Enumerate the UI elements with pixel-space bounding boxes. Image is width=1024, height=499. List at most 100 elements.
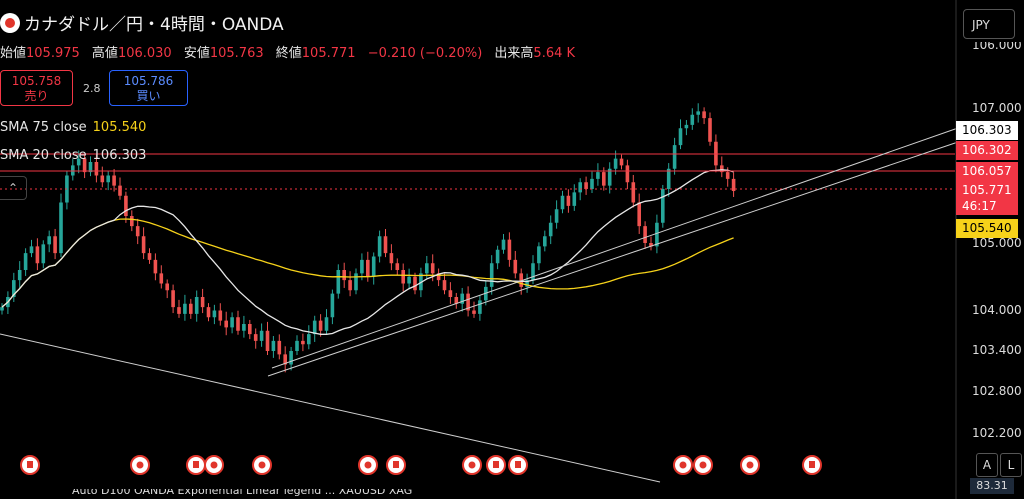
candle-body — [318, 320, 323, 331]
candle-body — [194, 297, 199, 314]
candle-body — [596, 172, 600, 179]
candle-body — [230, 317, 234, 328]
currency-selector[interactable]: JPY — [963, 9, 1015, 39]
trend-line-descending — [0, 333, 661, 483]
spread-value: 2.8 — [83, 82, 101, 95]
level-price-tag-2: 106.057 — [956, 162, 1018, 181]
sma20-value: 106.303 — [92, 148, 147, 163]
ohlc-legend: 始値105.975 高値106.030 安値105.763 終値105.771 … — [0, 42, 583, 61]
last-price-tag: 105.771 46:17 — [956, 181, 1018, 215]
candles — [0, 103, 736, 373]
candle-body — [59, 202, 63, 254]
flag-mark — [679, 461, 687, 469]
candle-body — [71, 165, 75, 176]
candle-body — [324, 317, 329, 331]
candle-body — [253, 334, 258, 341]
sma20-legend[interactable]: SMA 20 close 106.303 — [0, 148, 146, 163]
candle-body — [625, 165, 630, 183]
candle-body — [301, 340, 305, 345]
candle-body — [430, 263, 435, 274]
symbol-title[interactable]: カナダドル／円・4時間・OANDA — [24, 15, 284, 35]
flag-mark — [210, 461, 218, 469]
flag-mark — [258, 461, 266, 469]
sma75-line — [1, 218, 734, 308]
flag-mark — [746, 461, 754, 469]
sell-price: 105.758 — [11, 74, 62, 88]
candle-body — [720, 165, 724, 173]
axis-tick: 103.400 — [972, 343, 1022, 357]
candle-body — [366, 259, 370, 277]
candle-body — [147, 253, 152, 260]
flag-mark — [136, 461, 144, 469]
candle-body — [472, 310, 476, 314]
candle-body — [0, 307, 4, 311]
candle-body — [401, 270, 405, 284]
axis-tick: 107.000 — [972, 101, 1022, 115]
axis-tick: 105.000 — [972, 236, 1022, 250]
candle-body — [41, 244, 46, 264]
candle-body — [259, 330, 264, 341]
candle-body — [578, 182, 582, 193]
candle-body — [377, 236, 382, 257]
candle-body — [666, 168, 671, 189]
candle-body — [413, 276, 417, 291]
candle-body — [702, 111, 706, 119]
candle-body — [584, 182, 588, 189]
candle-body — [348, 280, 352, 291]
candle-body — [23, 253, 28, 270]
sell-button[interactable]: 105.758 売り — [0, 70, 73, 106]
axis-tick: 102.200 — [972, 426, 1022, 440]
flag-mark — [699, 461, 707, 469]
candle-body — [94, 162, 99, 176]
economic-events — [20, 455, 822, 475]
candle-body — [460, 293, 464, 304]
collapse-legend-button[interactable]: ⌃ — [0, 176, 27, 200]
candle-body — [631, 182, 636, 203]
sma75-value: 105.540 — [92, 120, 147, 135]
candle-body — [248, 324, 252, 335]
bottom-toolbar: Auto D100 OANDA Exponential Linear legen… — [0, 489, 1024, 499]
sma75-legend[interactable]: SMA 75 close 105.540 — [0, 120, 146, 135]
candle-body — [383, 236, 388, 254]
trend-line-upper — [271, 127, 959, 369]
high-value: 106.030 — [117, 46, 172, 61]
axis-label-top: 106.000 — [972, 38, 1022, 52]
candle-body — [495, 249, 500, 264]
candle-body — [637, 202, 641, 227]
candle-body — [177, 307, 181, 314]
candle-body — [88, 162, 93, 173]
high-label: 高値 — [91, 46, 118, 61]
candle-body — [684, 124, 689, 129]
candle-body — [442, 280, 447, 291]
candle-body — [360, 259, 364, 274]
candle-body — [76, 158, 81, 166]
chart-title: カナダドル／円・4時間・OANDA — [0, 10, 284, 35]
candle-body — [271, 340, 276, 351]
candle-body — [731, 178, 736, 192]
candle-body — [696, 111, 700, 115]
axis-tick: 104.000 — [972, 303, 1022, 317]
candle-body — [525, 280, 529, 287]
buy-button[interactable]: 105.786 買い — [109, 70, 188, 106]
candle-body — [242, 324, 246, 331]
candle-body — [171, 290, 175, 308]
candle-body — [118, 185, 122, 196]
sma75-price-tag: 105.540 — [956, 219, 1018, 238]
candle-body — [165, 283, 169, 291]
candle-body — [513, 259, 518, 274]
candle-body — [590, 178, 594, 189]
candle-body — [141, 236, 146, 254]
flag-mark — [393, 461, 399, 468]
candle-body — [124, 195, 128, 216]
sma20-price-tag: 106.303 — [956, 121, 1018, 140]
axis-tick: 102.800 — [972, 384, 1022, 398]
log-scale-button[interactable]: L — [1000, 453, 1022, 477]
auto-scale-button[interactable]: A — [976, 453, 998, 477]
candle-body — [436, 273, 441, 281]
candle-body — [47, 236, 51, 245]
open-label: 始値 — [0, 46, 27, 61]
low-value: 105.763 — [209, 46, 264, 61]
candle-body — [560, 195, 565, 210]
buy-price: 105.786 — [123, 74, 174, 88]
